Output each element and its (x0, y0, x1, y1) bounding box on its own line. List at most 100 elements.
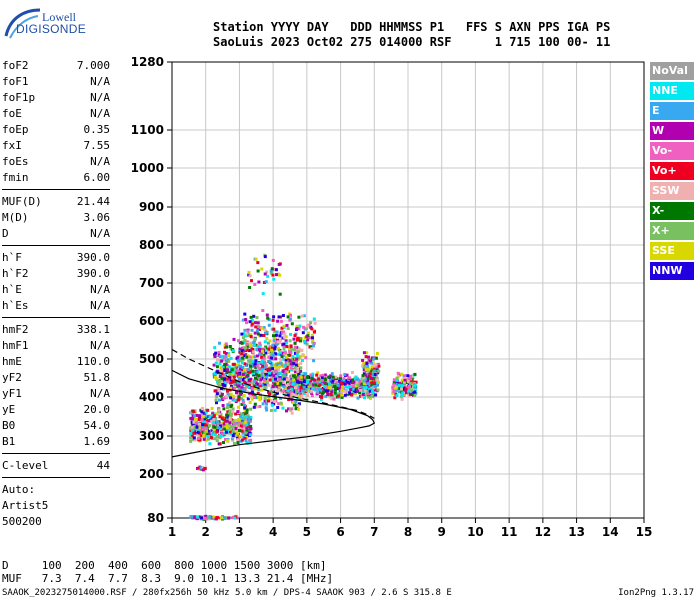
echo-point (271, 367, 275, 371)
parameter-label: MUF(D) (2, 195, 42, 208)
parameter-row: hmF1 N/A (2, 338, 110, 354)
echo-point (274, 362, 278, 366)
echo-point (226, 417, 230, 421)
echo-point (234, 363, 238, 367)
echo-point (204, 414, 208, 418)
echo-point (241, 378, 245, 382)
echo-point (227, 378, 231, 382)
echo-point (303, 382, 307, 386)
echo-point (243, 416, 247, 420)
echo-point (241, 388, 245, 392)
echo-point (302, 389, 306, 393)
echo-point (243, 406, 247, 410)
divider (2, 245, 110, 246)
echo-point (311, 386, 315, 390)
echo-point (282, 377, 286, 381)
echo-point (273, 382, 277, 386)
echo-point (228, 432, 232, 436)
echo-point (269, 269, 273, 273)
echo-point (218, 355, 222, 359)
echo-point (407, 377, 411, 380)
echo-point (293, 390, 297, 394)
parameter-label: h`Es (2, 299, 29, 312)
echo-point (245, 423, 249, 427)
echo-point (407, 389, 410, 393)
echo-point (240, 352, 244, 356)
legend-item: NNW (650, 262, 694, 280)
echo-point (396, 387, 400, 391)
echo-point (301, 384, 304, 388)
echo-point (214, 412, 218, 416)
echo-point (224, 430, 228, 434)
echo-point (190, 434, 194, 438)
echo-point (229, 381, 232, 385)
echo-point (248, 274, 252, 278)
echo-point (228, 430, 232, 434)
echo-point (292, 378, 296, 382)
echo-point (245, 426, 249, 430)
echo-point (351, 387, 355, 391)
echo-point (333, 377, 337, 381)
echo-point (348, 391, 352, 395)
echo-point (227, 424, 231, 428)
echo-point (366, 392, 370, 396)
parameter-value: N/A (90, 387, 110, 400)
echo-point (234, 427, 238, 430)
echo-point (240, 341, 244, 345)
echo-point (355, 380, 359, 384)
echo-point (233, 386, 237, 390)
echo-point (254, 325, 258, 329)
echo-point (281, 357, 285, 361)
echo-point (290, 358, 294, 361)
parameter-row: hmF2 338.1 (2, 322, 110, 338)
echo-point (403, 378, 407, 382)
echo-point (294, 370, 297, 374)
legend-item: SSW (650, 182, 694, 200)
echo-point (236, 363, 240, 367)
parameter-row: MUF(D) 21.44 (2, 194, 110, 210)
echo-point (306, 375, 309, 379)
echo-point (189, 436, 193, 440)
echo-point (409, 378, 413, 382)
echo-point (299, 381, 303, 385)
echo-point (400, 378, 404, 382)
echo-point (366, 376, 370, 380)
echo-point (226, 410, 230, 414)
echo-point (289, 317, 292, 321)
parameter-row: B0 54.0 (2, 418, 110, 434)
echo-point (235, 391, 238, 395)
echo-point (368, 374, 372, 378)
x-tick-label: 5 (303, 525, 311, 539)
version-label: Ion2Png 1.3.17 (618, 588, 694, 598)
echo-point (241, 366, 245, 369)
legend-item: E (650, 102, 694, 120)
x-tick-label: 4 (269, 525, 277, 539)
echo-point (306, 324, 309, 328)
echo-point (260, 360, 264, 364)
echo-point (300, 394, 304, 398)
echo-point (189, 515, 193, 519)
echo-point (276, 388, 280, 392)
echo-point (242, 394, 246, 398)
echo-point (305, 342, 309, 346)
echo-point (289, 366, 293, 370)
echo-point (299, 354, 302, 358)
echo-point (225, 421, 229, 425)
legend-item: X- (650, 202, 694, 220)
echo-point (227, 353, 231, 357)
echo-point (267, 383, 271, 387)
echo-point (276, 352, 280, 356)
echo-point (295, 324, 299, 328)
echo-point (293, 334, 297, 337)
echo-point (304, 378, 308, 381)
echo-point (256, 325, 260, 329)
echo-point (207, 437, 210, 441)
echo-point (359, 388, 363, 392)
echo-point (243, 386, 247, 390)
echo-point (348, 385, 352, 388)
echo-point (246, 414, 250, 418)
echo-point (227, 426, 231, 430)
echo-point (400, 393, 404, 397)
echo-point (296, 404, 300, 408)
echo-point (364, 367, 368, 371)
